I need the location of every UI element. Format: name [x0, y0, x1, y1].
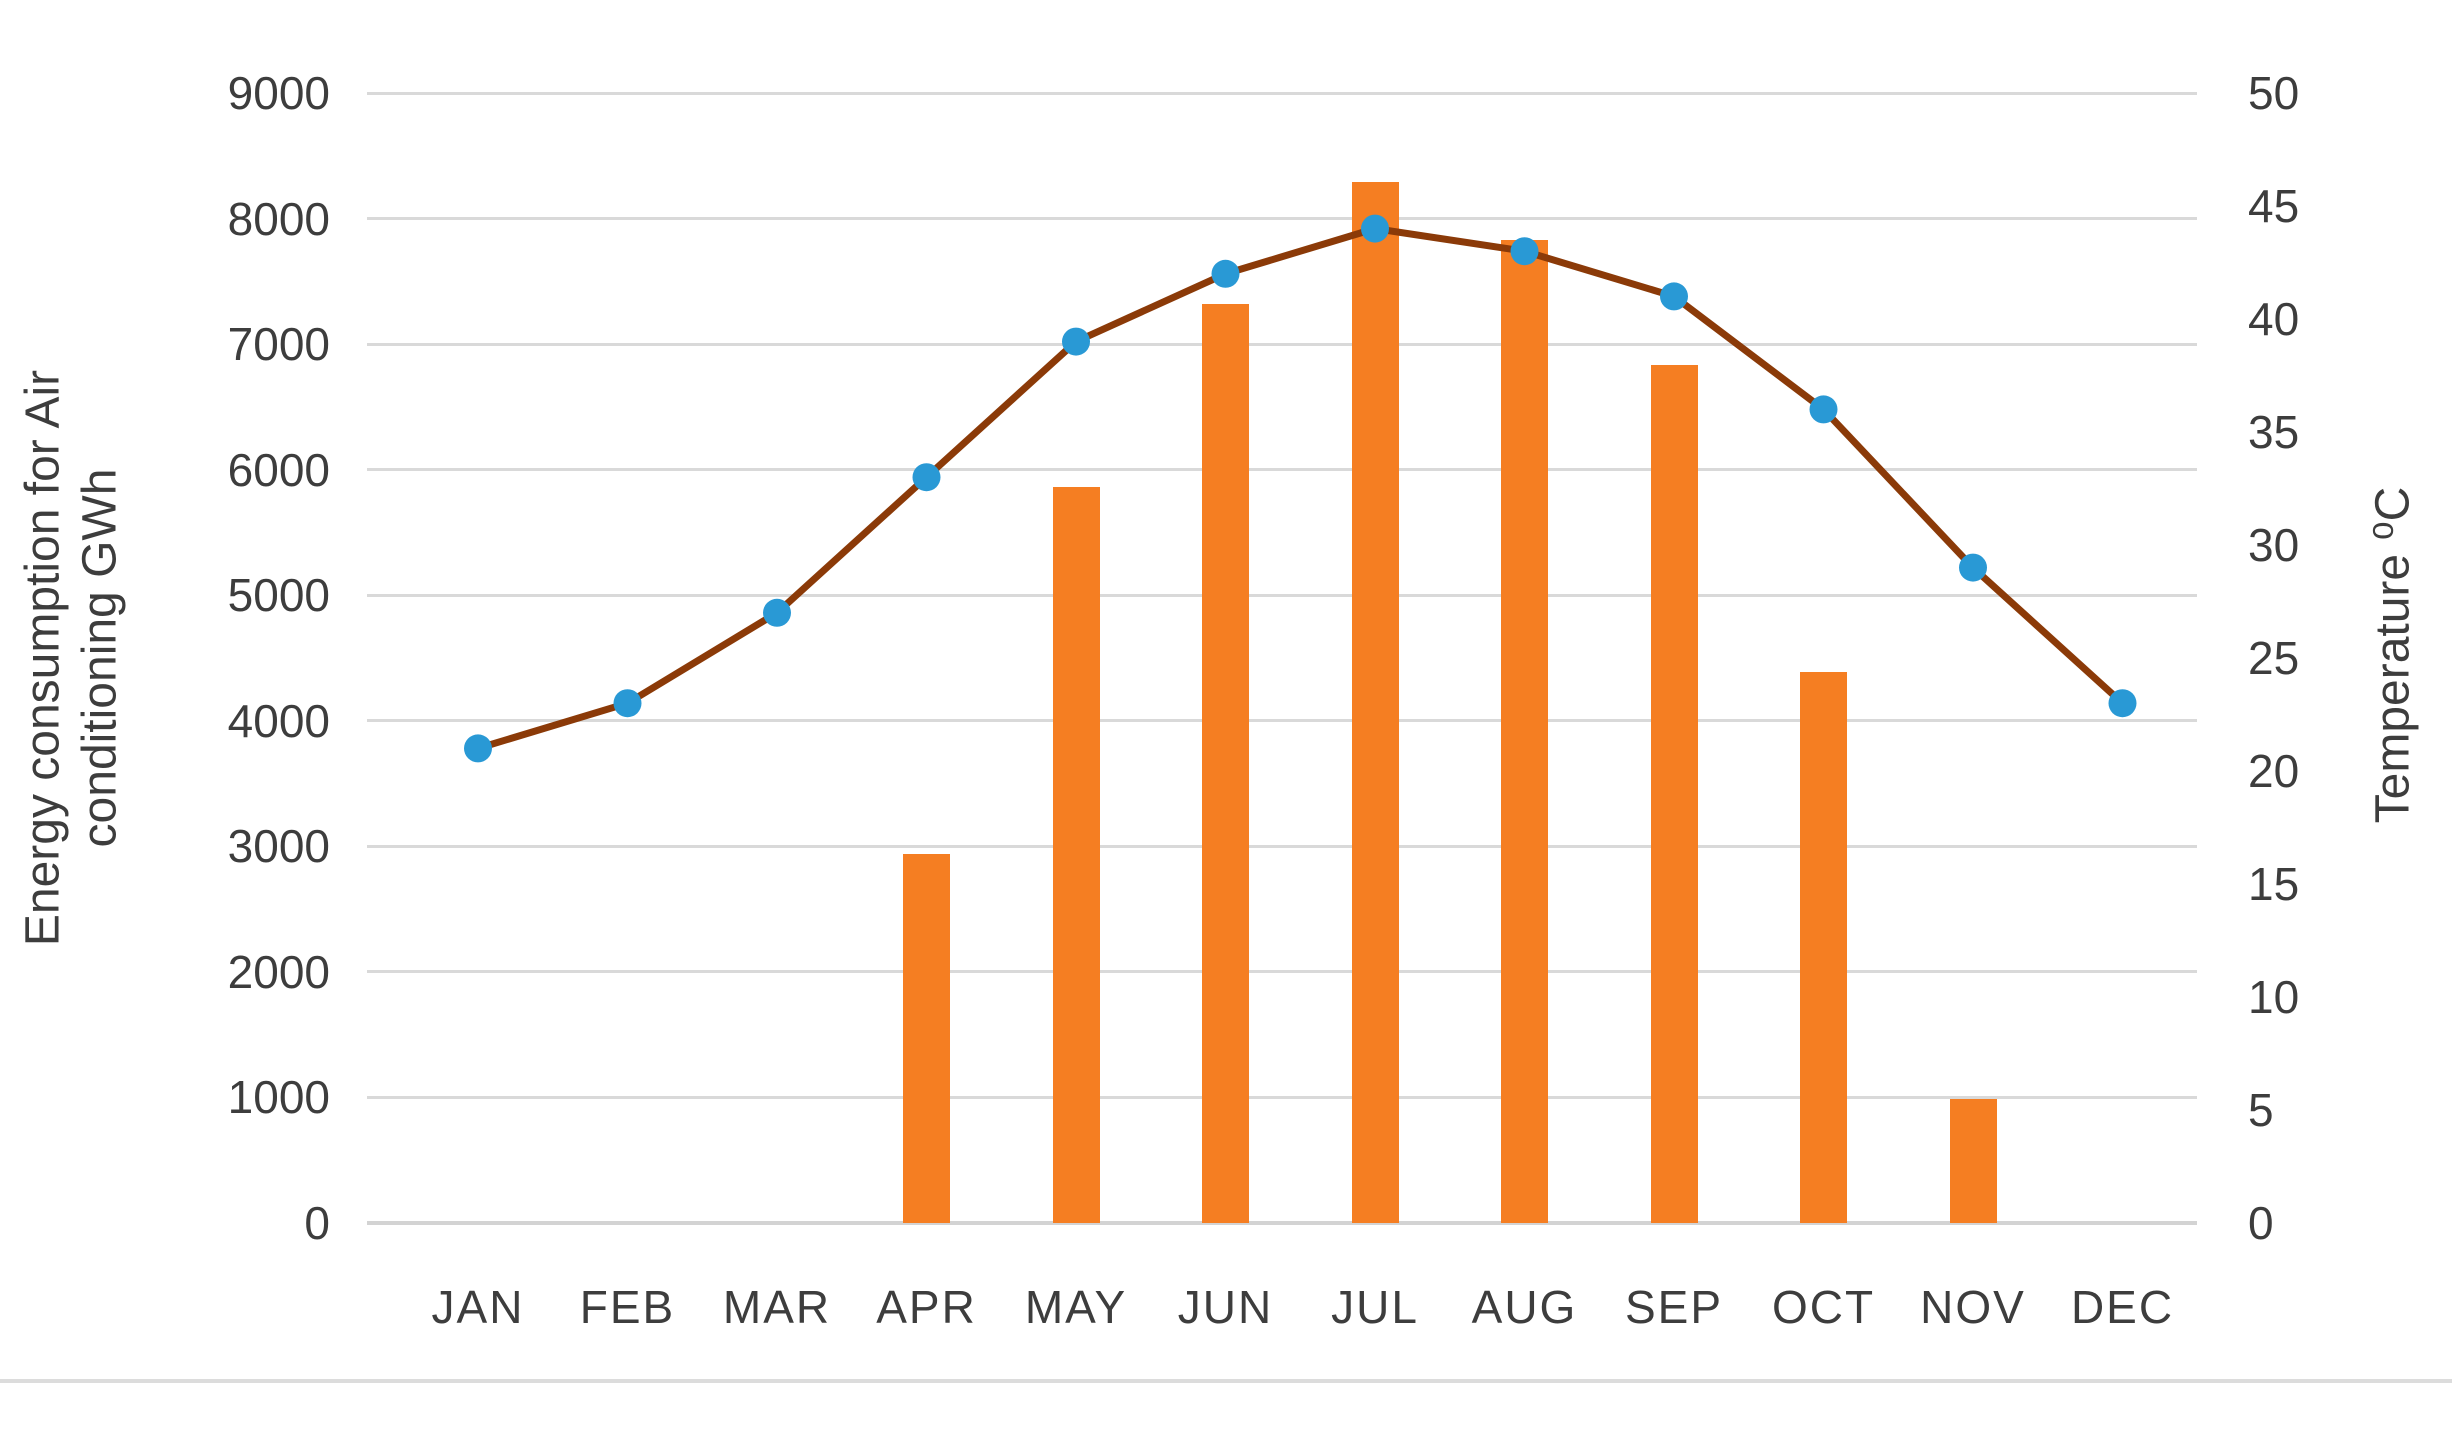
- y-left-tick-9000: 9000: [227, 67, 330, 119]
- x-tick-jan: JAN: [431, 1281, 525, 1333]
- marker-aug: [1510, 237, 1539, 266]
- y-left-tick-6000: 6000: [227, 443, 330, 496]
- gridline-8000: [367, 217, 2197, 221]
- gridline-3000: [367, 844, 2197, 848]
- y-left-tick-7000: 7000: [227, 318, 330, 371]
- y-right-tick-45: 45: [2248, 180, 2300, 232]
- bar-jun: [1202, 303, 1249, 1223]
- y-left-tick-3000: 3000: [227, 820, 330, 873]
- gridline-7000: [367, 342, 2197, 346]
- marker-nov: [1959, 553, 1987, 582]
- marker-may: [1062, 327, 1090, 356]
- bar-nov: [1949, 1098, 1997, 1223]
- marker-jan: [464, 734, 492, 763]
- y-right-tick-30: 30: [2248, 519, 2300, 571]
- y-right-tick-40: 40: [2248, 293, 2300, 345]
- y-left-tick-5000: 5000: [227, 569, 330, 622]
- y-left-tick-1000: 1000: [227, 1071, 330, 1124]
- x-tick-may: MAY: [1024, 1281, 1128, 1333]
- marker-mar: [763, 598, 791, 627]
- x-tick-feb: FEB: [579, 1281, 676, 1333]
- x-tick-apr: APR: [876, 1281, 977, 1333]
- gridline-6000: [367, 468, 2197, 472]
- y-right-tick-10: 10: [2248, 971, 2300, 1023]
- marker-feb: [613, 689, 642, 718]
- bar-jul: [1351, 182, 1399, 1223]
- y-right-tick-50: 50: [2248, 67, 2300, 119]
- x-tick-nov: NOV: [1920, 1281, 2026, 1333]
- bottom-separator: [0, 1379, 2452, 1383]
- x-tick-mar: MAR: [722, 1281, 832, 1333]
- temperature-line: [476, 225, 2125, 752]
- y-left-tick-2000: 2000: [227, 945, 330, 998]
- marker-apr: [912, 463, 941, 492]
- marker-jul: [1361, 214, 1389, 243]
- marker-dec: [2108, 689, 2137, 718]
- x-tick-dec: DEC: [2070, 1281, 2175, 1333]
- y-left-tick-4000: 4000: [227, 694, 330, 747]
- y-left-tick-8000: 8000: [227, 192, 330, 245]
- x-tick-jun: JUN: [1177, 1281, 1274, 1333]
- y-right-tick-20: 20: [2248, 745, 2300, 797]
- gridline-2000: [367, 970, 2197, 974]
- marker-jun: [1211, 259, 1240, 288]
- gridline-0: [367, 1221, 2197, 1225]
- gridline-9000: [367, 91, 2197, 95]
- marker-oct: [1809, 395, 1838, 424]
- marker-sep: [1660, 282, 1688, 311]
- bar-aug: [1501, 239, 1548, 1223]
- x-tick-jul: JUL: [1331, 1281, 1419, 1333]
- y-left-tick-0: 0: [304, 1197, 330, 1249]
- gridline-5000: [367, 593, 2197, 597]
- y-right-tick-25: 25: [2248, 632, 2300, 684]
- bar-oct: [1800, 671, 1847, 1223]
- gridline-4000: [367, 719, 2197, 723]
- x-tick-oct: OCT: [1771, 1281, 1876, 1333]
- bar-may: [1052, 487, 1100, 1223]
- bar-sep: [1650, 365, 1698, 1223]
- bar-apr: [903, 853, 950, 1223]
- y-right-tick-5: 5: [2248, 1084, 2274, 1136]
- gridline-1000: [367, 1095, 2197, 1099]
- x-tick-aug: AUG: [1471, 1281, 1578, 1333]
- y-right-tick-15: 15: [2248, 858, 2300, 910]
- y-right-tick-35: 35: [2248, 406, 2300, 458]
- x-tick-sep: SEP: [1624, 1281, 1724, 1333]
- y-right-tick-0: 0: [2248, 1197, 2274, 1249]
